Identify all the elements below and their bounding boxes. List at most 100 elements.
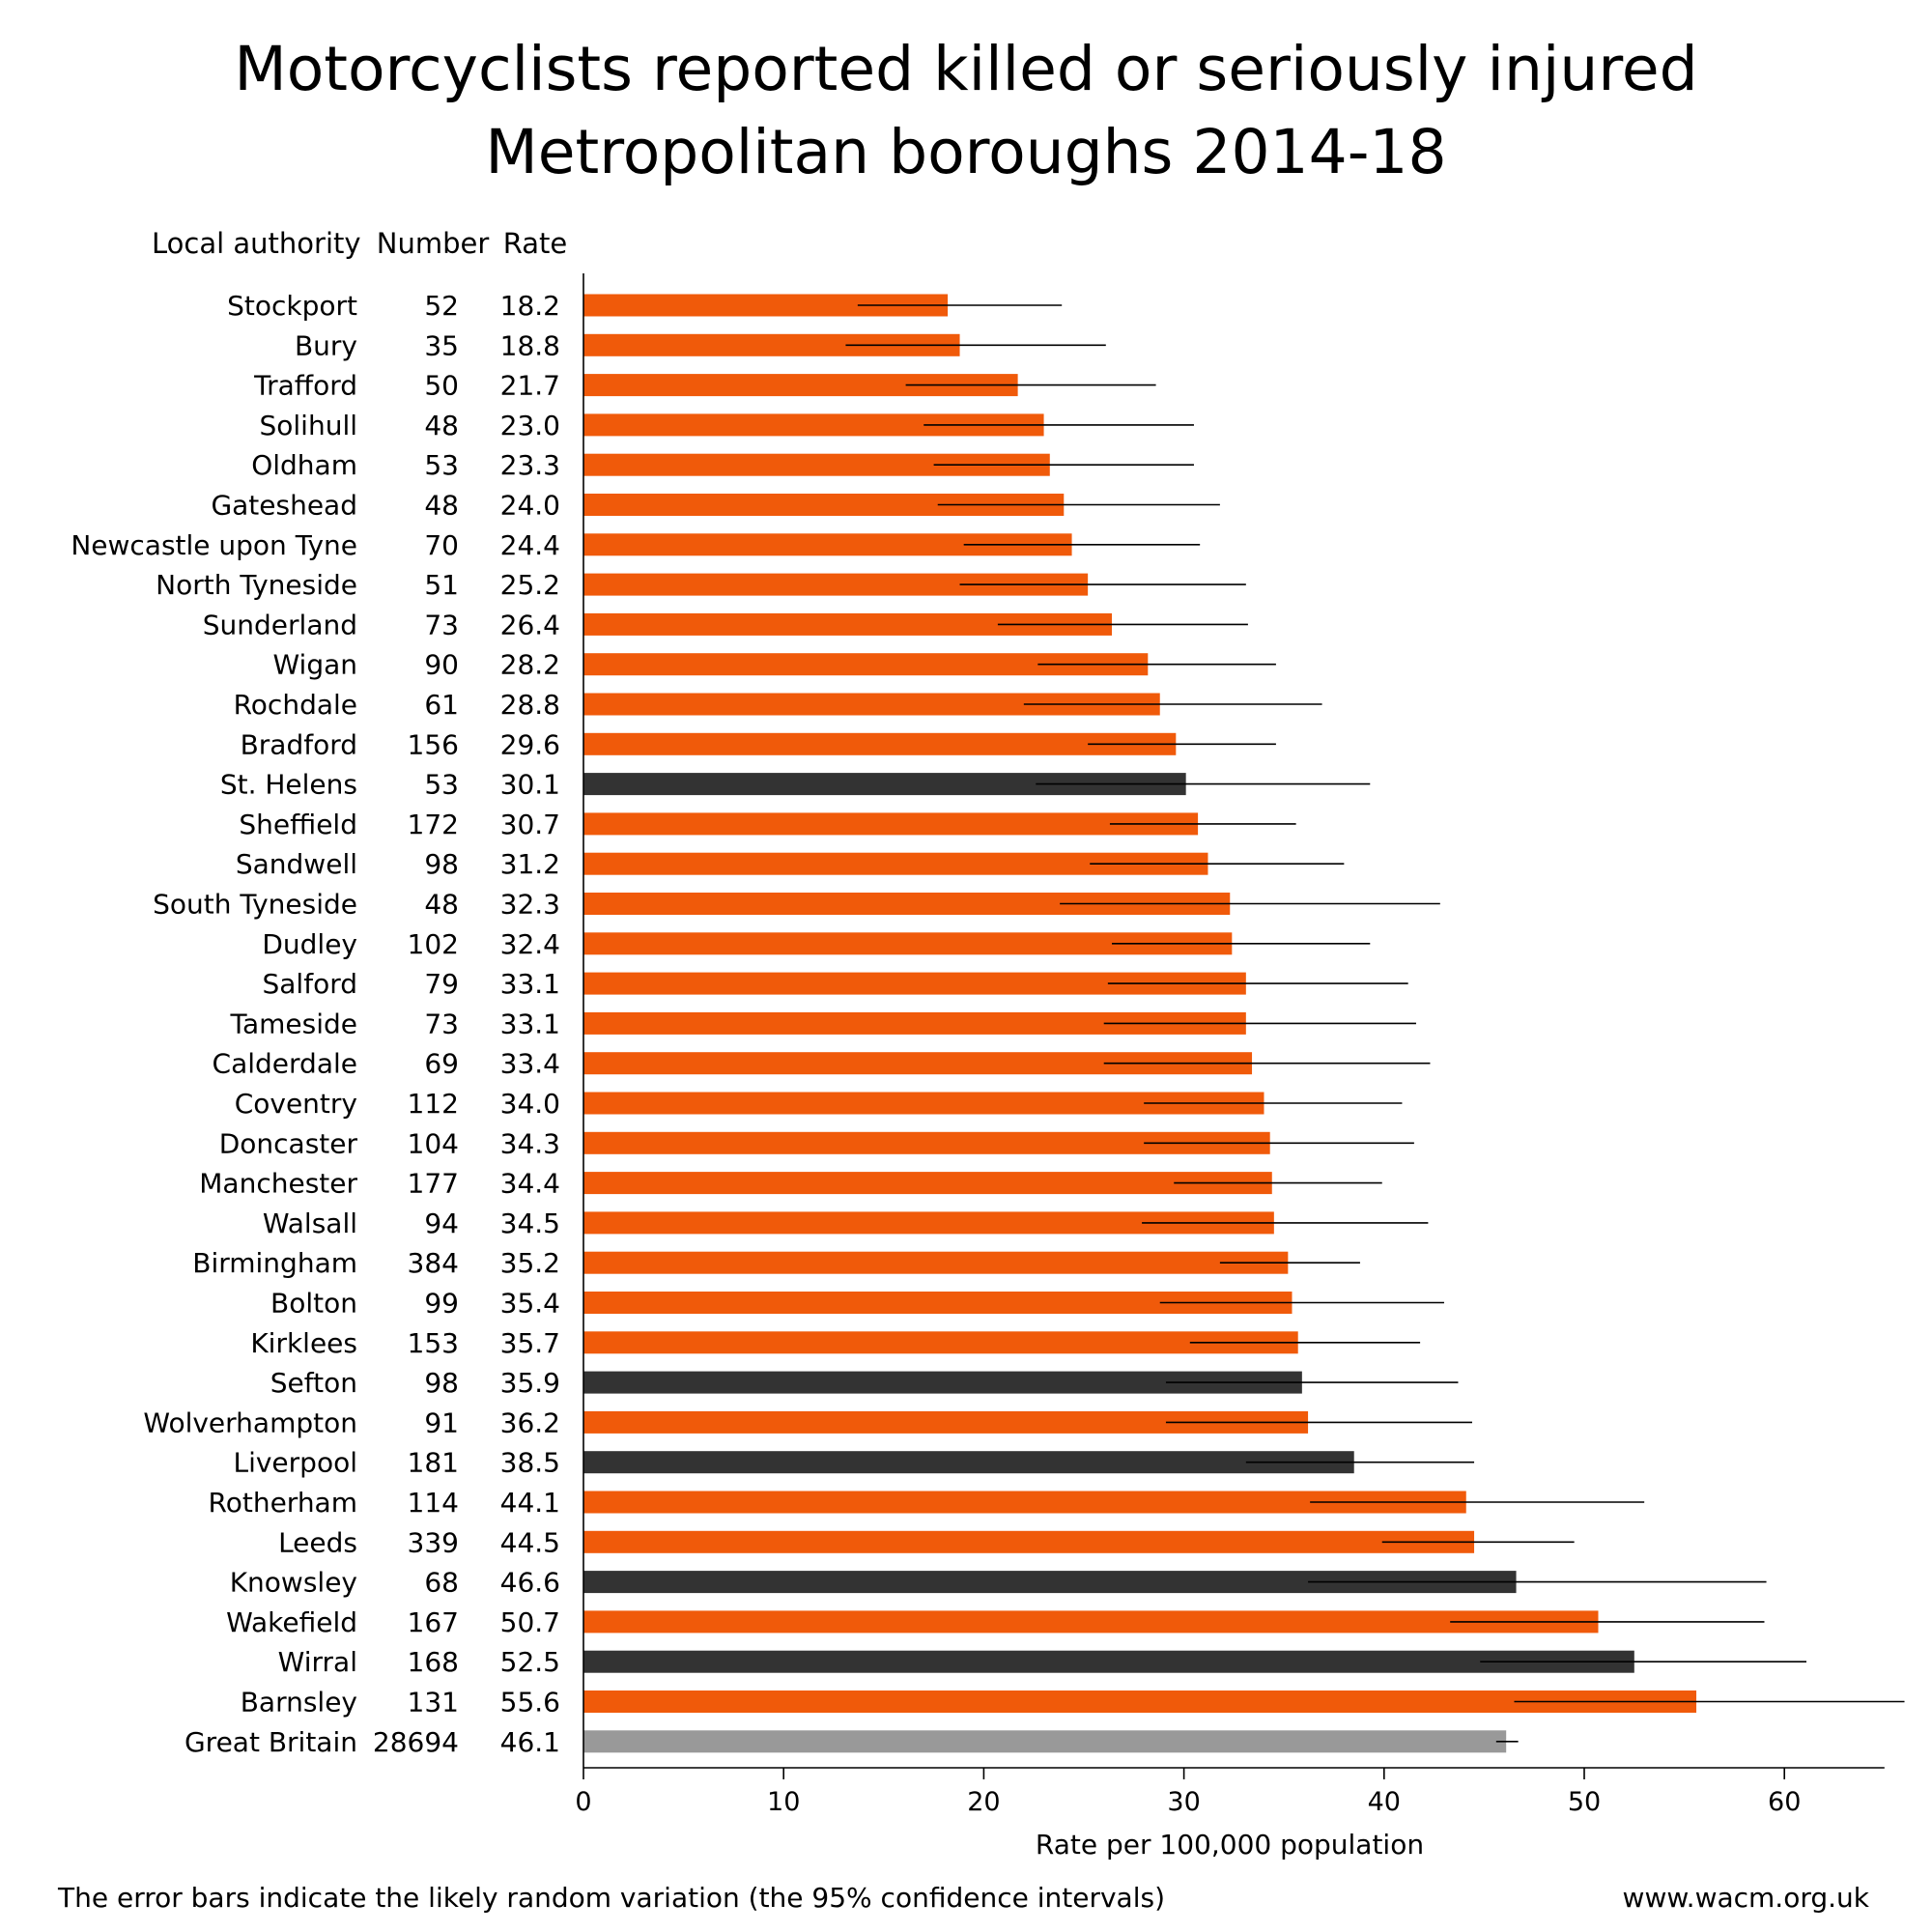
row-rate-leeds: 44.5 — [500, 1526, 560, 1558]
bar-sefton — [583, 1371, 1302, 1394]
row-rate-manchester: 34.4 — [500, 1168, 560, 1200]
bar-sandwell — [583, 852, 1208, 875]
header-number: Number — [377, 227, 490, 260]
row-rate-wirral: 52.5 — [500, 1646, 560, 1678]
bar-bury — [583, 333, 960, 356]
bar-knowsley — [583, 1571, 1517, 1594]
row-label-bolton: Bolton — [270, 1288, 357, 1320]
bar-south-tyneside — [583, 893, 1231, 915]
row-label-walsall: Walsall — [263, 1208, 357, 1239]
row-label-wolverhampton: Wolverhampton — [143, 1406, 357, 1438]
row-number-tameside: 73 — [424, 1008, 459, 1039]
row-label-sunderland: Sunderland — [203, 609, 357, 640]
chart-title-line-1: Motorcyclists reported killed or serious… — [234, 34, 1698, 104]
row-rate-solihull: 23.0 — [500, 410, 560, 441]
row-label-dudley: Dudley — [262, 928, 357, 960]
row-label-gateshead: Gateshead — [211, 490, 357, 522]
row-label-stockport: Stockport — [227, 290, 357, 322]
bar-walsall — [583, 1211, 1274, 1235]
row-label-rochdale: Rochdale — [234, 689, 357, 721]
row-label-bradford: Bradford — [241, 728, 357, 760]
bar-gateshead — [583, 494, 1065, 516]
x-tick-label-60: 60 — [1768, 1787, 1801, 1817]
row-rate-bradford: 29.6 — [500, 728, 560, 760]
row-number-gateshead: 48 — [424, 490, 459, 522]
row-label-sandwell: Sandwell — [236, 848, 357, 880]
row-rate-sunderland: 26.4 — [500, 609, 560, 640]
row-label-barnsley: Barnsley — [241, 1687, 357, 1719]
x-tick-label-40: 40 — [1368, 1787, 1401, 1817]
bar-wigan — [583, 653, 1149, 676]
row-number-salford: 79 — [424, 968, 459, 1000]
row-label-north-tyneside: North Tyneside — [156, 569, 357, 601]
row-rate-walsall: 34.5 — [500, 1208, 560, 1239]
row-label-knowsley: Knowsley — [230, 1567, 357, 1599]
row-rate-wolverhampton: 36.2 — [500, 1406, 560, 1438]
row-number-st-helens: 53 — [424, 769, 459, 801]
row-label-bury: Bury — [295, 329, 357, 361]
row-label-kirklees: Kirklees — [250, 1327, 357, 1359]
row-number-sandwell: 98 — [424, 848, 459, 880]
chart-title-line-2: Metropolitan boroughs 2014-18 — [485, 117, 1447, 187]
row-rate-trafford: 21.7 — [500, 370, 560, 402]
row-number-stockport: 52 — [424, 290, 459, 322]
bar-leeds — [583, 1530, 1475, 1553]
bar-st-helens — [583, 773, 1186, 796]
x-tick-label-50: 50 — [1568, 1787, 1601, 1817]
row-rate-south-tyneside: 32.3 — [500, 889, 560, 921]
row-number-newcastle-upon-tyne: 70 — [424, 529, 459, 561]
row-number-kirklees: 153 — [408, 1327, 459, 1359]
row-label-salford: Salford — [263, 968, 358, 1000]
x-tick-label-20: 20 — [967, 1787, 1000, 1817]
row-number-birmingham: 384 — [408, 1247, 459, 1279]
row-label-rotherham: Rotherham — [209, 1487, 357, 1519]
row-label-wakefield: Wakefield — [226, 1606, 357, 1638]
row-rate-gateshead: 24.0 — [500, 490, 560, 522]
x-tick-label-30: 30 — [1167, 1787, 1200, 1817]
footer-source: www.wacm.org.uk — [1622, 1882, 1869, 1914]
row-number-calderdale: 69 — [424, 1048, 459, 1080]
bar-stockport — [583, 294, 949, 317]
row-rate-wakefield: 50.7 — [500, 1606, 560, 1638]
bar-manchester — [583, 1172, 1272, 1195]
row-number-sefton: 98 — [424, 1367, 459, 1399]
row-number-wigan: 90 — [424, 649, 459, 681]
row-rate-kirklees: 35.7 — [500, 1327, 560, 1359]
row-number-walsall: 94 — [424, 1208, 459, 1239]
row-number-dudley: 102 — [408, 928, 459, 960]
bar-rotherham — [583, 1491, 1466, 1514]
row-label-wirral: Wirral — [278, 1646, 357, 1678]
row-rate-st-helens: 30.1 — [500, 769, 560, 801]
row-number-solihull: 48 — [424, 410, 459, 441]
row-number-north-tyneside: 51 — [424, 569, 459, 601]
row-rate-sefton: 35.9 — [500, 1367, 560, 1399]
row-number-rotherham: 114 — [408, 1487, 459, 1519]
row-label-oldham: Oldham — [251, 449, 357, 481]
row-number-knowsley: 68 — [424, 1567, 459, 1599]
row-label-wigan: Wigan — [272, 649, 357, 681]
row-number-trafford: 50 — [424, 370, 459, 402]
row-label-liverpool: Liverpool — [233, 1447, 357, 1479]
row-number-wolverhampton: 91 — [424, 1406, 459, 1438]
bar-bolton — [583, 1292, 1293, 1314]
row-label-sefton: Sefton — [270, 1367, 357, 1399]
row-rate-bury: 18.8 — [500, 329, 560, 361]
bar-dudley — [583, 932, 1233, 955]
row-number-sheffield: 172 — [408, 809, 459, 840]
header-rate: Rate — [503, 227, 568, 260]
row-rate-sheffield: 30.7 — [500, 809, 560, 840]
row-rate-bolton: 35.4 — [500, 1288, 560, 1320]
bar-wolverhampton — [583, 1410, 1309, 1434]
bar-wakefield — [583, 1610, 1599, 1634]
bar-great-britain — [583, 1730, 1507, 1753]
row-label-solihull: Solihull — [259, 410, 357, 441]
bar-tameside — [583, 1011, 1246, 1035]
row-number-doncaster: 104 — [408, 1127, 459, 1159]
x-tick-label-10: 10 — [767, 1787, 800, 1817]
row-rate-dudley: 32.4 — [500, 928, 560, 960]
row-rate-knowsley: 46.6 — [500, 1567, 560, 1599]
row-number-sunderland: 73 — [424, 609, 459, 640]
row-rate-rochdale: 28.8 — [500, 689, 560, 721]
row-number-barnsley: 131 — [408, 1687, 459, 1719]
